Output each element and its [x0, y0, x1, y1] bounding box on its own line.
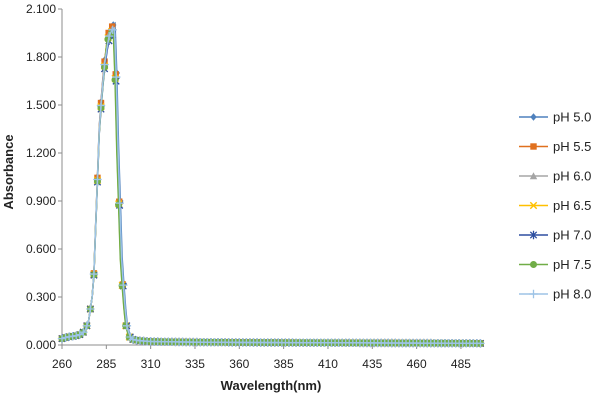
y-tick-label: 0.300	[26, 290, 56, 304]
legend-marker	[530, 143, 537, 150]
legend-item: pH 7.0	[519, 228, 591, 243]
y-tick-label: 0.600	[26, 242, 56, 256]
legend-marker	[529, 201, 538, 210]
data-point	[128, 335, 138, 344]
x-tick-label: 285	[96, 357, 116, 371]
legend-item: pH 5.5	[519, 139, 591, 154]
data-point	[93, 175, 102, 184]
data-point	[112, 72, 121, 82]
data-point	[476, 339, 485, 348]
data-point	[108, 25, 117, 34]
data-point	[115, 201, 123, 209]
legend-item: pH 5.0	[519, 110, 591, 125]
x-tick-label: 460	[407, 357, 427, 371]
series-layer	[57, 21, 485, 348]
legend-marker	[529, 230, 538, 240]
y-tick-label: 0.900	[26, 194, 56, 208]
legend-item: pH 7.5	[519, 257, 591, 272]
legend-item: pH 6.5	[519, 198, 591, 213]
y-tick-label: 1.500	[26, 98, 56, 112]
data-point	[96, 101, 106, 110]
x-tick-label: 435	[362, 357, 382, 371]
x-tick-label: 485	[451, 357, 471, 371]
legend-label: pH 7.5	[553, 257, 591, 272]
legend-label: pH 6.0	[553, 169, 591, 184]
data-point	[82, 321, 92, 330]
data-point	[89, 269, 99, 279]
x-tick-label: 310	[141, 357, 161, 371]
y-tick-label: 1.200	[26, 146, 56, 160]
data-point	[119, 280, 128, 290]
data-point	[71, 331, 81, 340]
data-point	[86, 304, 95, 314]
data-point	[100, 60, 109, 69]
series-ph-7-5	[58, 29, 484, 347]
legend-marker	[529, 172, 538, 180]
x-tick-label: 360	[229, 357, 249, 371]
y-axis-label: Absorbance	[1, 134, 16, 209]
data-point	[115, 198, 125, 208]
data-point	[79, 328, 88, 337]
data-point	[61, 333, 70, 342]
x-tick-label: 410	[318, 357, 338, 371]
y-tick-label: 0.000	[26, 338, 56, 352]
legend-item: pH 6.0	[519, 169, 591, 184]
legend-label: pH 8.0	[553, 287, 591, 302]
legend-marker	[529, 289, 538, 299]
legend-marker	[530, 261, 537, 268]
y-tick-label: 2.100	[26, 2, 56, 16]
series-ph-8-0	[57, 25, 485, 348]
legend-label: pH 5.5	[553, 139, 591, 154]
data-point	[122, 321, 132, 330]
legend-marker	[530, 113, 537, 121]
legend-item: pH 8.0	[519, 287, 591, 302]
x-tick-label: 260	[52, 357, 72, 371]
x-axis-label: Wavelength(nm)	[221, 378, 322, 393]
data-point	[57, 334, 67, 343]
legend-label: pH 6.5	[553, 198, 591, 213]
series-ph-6-0	[58, 26, 485, 347]
legend-label: pH 5.0	[553, 110, 591, 125]
x-tick-label: 335	[185, 357, 205, 371]
x-tick-label: 385	[274, 357, 294, 371]
tick-labels: 0.000 0.300 0.600 0.900 1.200 1.500 1.800 2.100…	[26, 2, 471, 371]
legend-label: pH 7.0	[553, 228, 591, 243]
y-tick-label: 1.800	[26, 50, 56, 64]
axes	[58, 8, 484, 349]
legend: pH 5.0 pH 5.5 pH 6.0 pH 6.5 pH 7.0 pH 7.5 pH 8…	[519, 110, 591, 302]
series-line	[61, 21, 483, 345]
data-point	[104, 31, 114, 41]
